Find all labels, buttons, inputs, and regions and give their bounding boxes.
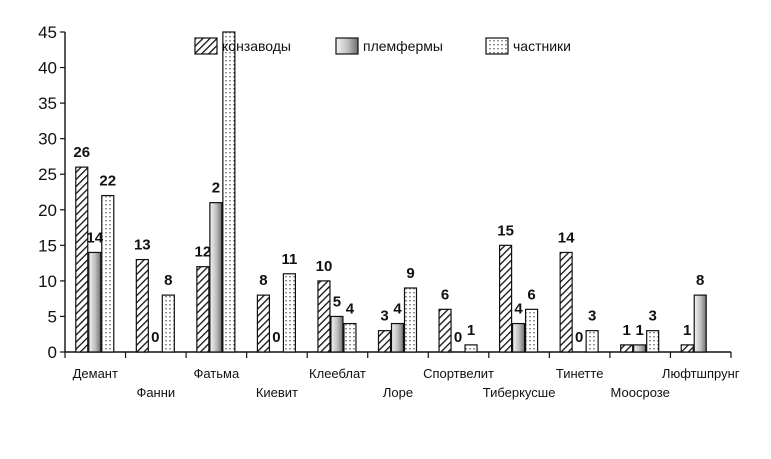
bar-series-2 xyxy=(693,294,707,353)
data-label: 14 xyxy=(558,229,575,246)
bar-series-2 xyxy=(209,202,223,353)
data-label: 1 xyxy=(683,322,691,339)
data-label: 3 xyxy=(380,308,388,325)
y-tick-label: 5 xyxy=(48,307,57,326)
axes: 051015202530354045ДемантФанниФатьмаКиеви… xyxy=(38,23,740,400)
y-tick-label: 15 xyxy=(38,236,57,255)
bar-series-3 xyxy=(282,273,297,353)
bar-series-3 xyxy=(403,287,418,353)
bar-series-3 xyxy=(161,294,175,353)
data-label: 0 xyxy=(151,329,159,346)
legend: конзаводы племфермы частники xyxy=(194,37,571,55)
bar-series-1 xyxy=(438,308,452,353)
data-label: 5 xyxy=(333,293,341,310)
bar-series-1 xyxy=(620,344,634,353)
data-label: 6 xyxy=(441,286,449,303)
x-tick-label: Демант xyxy=(73,366,118,381)
data-label: 4 xyxy=(393,301,402,318)
bar-series-1 xyxy=(75,166,89,353)
bar-series-1 xyxy=(680,344,694,353)
data-label: 0 xyxy=(575,329,583,346)
legend-label-series-3: частники xyxy=(513,38,571,54)
data-label: 1 xyxy=(467,322,475,339)
data-label: 0 xyxy=(454,329,462,346)
legend-label-series-1: конзаводы xyxy=(222,38,291,54)
legend-swatch-series-1 xyxy=(194,37,218,55)
legend-swatch-series-2 xyxy=(335,37,359,55)
data-label: 14 xyxy=(86,229,103,246)
data-label: 10 xyxy=(316,258,333,275)
data-label: 2 xyxy=(212,180,220,197)
data-label: 4 xyxy=(346,301,355,318)
bar-series-3 xyxy=(646,330,660,353)
y-tick-label: 30 xyxy=(38,130,57,149)
bar-series-1 xyxy=(377,330,392,353)
y-tick-label: 40 xyxy=(38,59,57,78)
bar-series-3 xyxy=(464,344,478,353)
bars xyxy=(75,31,707,353)
data-label: 3 xyxy=(649,308,657,325)
bar-series-2 xyxy=(633,344,647,353)
legend-swatch-series-3 xyxy=(485,37,509,55)
data-label: 22 xyxy=(99,173,116,190)
data-label: 1 xyxy=(623,322,631,339)
data-label: 3 xyxy=(588,308,596,325)
x-tick-label: Люфтшпрунг xyxy=(662,366,740,381)
data-label: 6 xyxy=(527,286,535,303)
y-tick-label: 20 xyxy=(38,201,57,220)
bar-series-3 xyxy=(343,322,357,353)
y-tick-label: 25 xyxy=(38,165,57,184)
x-tick-label: Спортвелит xyxy=(423,366,494,381)
x-tick-label: Моосрозе xyxy=(611,385,670,400)
bar-series-2 xyxy=(330,315,344,353)
bar-series-1 xyxy=(256,294,271,353)
data-label: 8 xyxy=(259,272,267,289)
x-tick-label: Клееблат xyxy=(309,366,366,381)
bar-series-1 xyxy=(135,258,149,353)
y-tick-label: 0 xyxy=(48,343,57,362)
data-label: 13 xyxy=(134,237,151,254)
bar-series-1 xyxy=(559,251,573,353)
data-label: 8 xyxy=(696,272,704,289)
bar-series-2 xyxy=(88,251,102,353)
data-label: 1 xyxy=(636,322,644,339)
bar-series-3 xyxy=(222,31,236,353)
legend-label-series-2: племфермы xyxy=(363,38,443,54)
x-tick-label: Фанни xyxy=(136,385,175,400)
data-label: 11 xyxy=(281,251,297,268)
x-tick-label: Фатьма xyxy=(193,366,239,381)
data-label: 4 xyxy=(514,301,523,318)
bar-series-2 xyxy=(511,322,526,353)
bar-series-3 xyxy=(585,330,599,353)
data-label: 9 xyxy=(406,265,414,282)
x-tick-label: Тиберкусше xyxy=(483,385,556,400)
x-tick-label: Лоре xyxy=(383,385,413,400)
y-tick-label: 35 xyxy=(38,94,57,113)
bar-series-3 xyxy=(101,194,115,353)
bar-series-2 xyxy=(390,322,405,353)
bar-series-1 xyxy=(196,266,210,353)
data-label: 12 xyxy=(195,244,212,261)
y-tick-label: 45 xyxy=(38,23,57,42)
y-tick-label: 10 xyxy=(38,272,57,291)
x-tick-label: Тинетте xyxy=(556,366,604,381)
bar-series-1 xyxy=(498,244,513,353)
data-label: 0 xyxy=(272,329,280,346)
x-tick-label: Киевит xyxy=(256,385,298,400)
bar-series-1 xyxy=(317,280,331,353)
bar-series-3 xyxy=(524,308,539,353)
data-label: 26 xyxy=(73,144,90,161)
data-label: 15 xyxy=(497,222,514,239)
data-label: 8 xyxy=(164,272,172,289)
